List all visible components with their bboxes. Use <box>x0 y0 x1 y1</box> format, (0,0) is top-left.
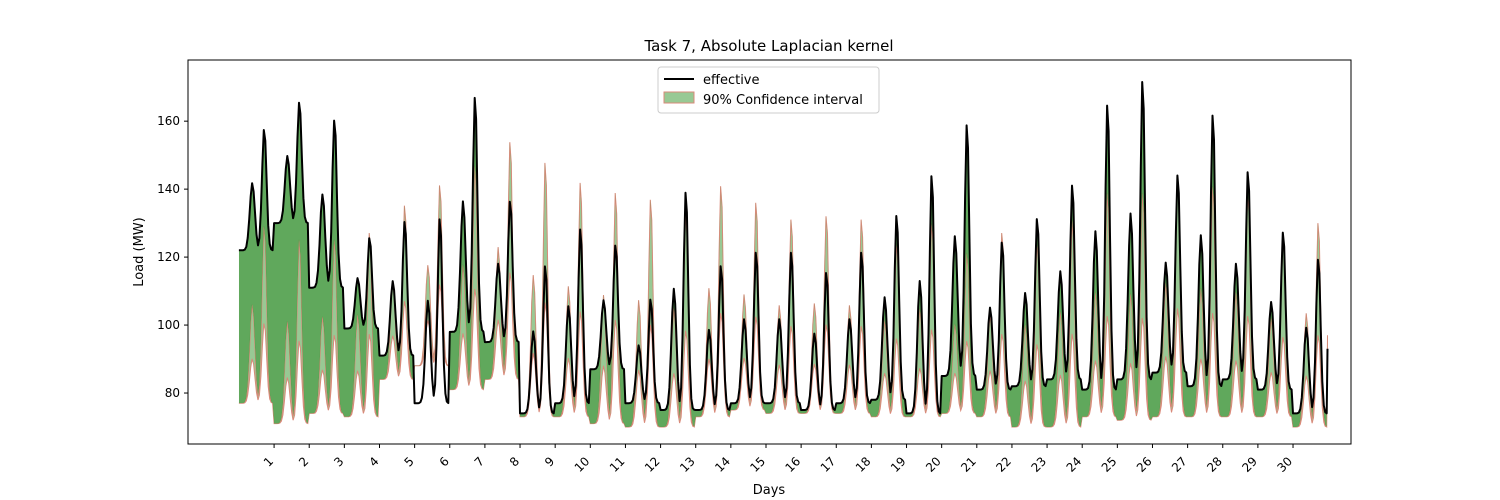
chart-title: Task 7, Absolute Laplacian kernel <box>643 37 893 55</box>
legend: effective 90% Confidence interval <box>657 66 880 114</box>
legend-band-swatch <box>663 91 695 104</box>
y-axis-label: Load (MW) <box>132 217 147 287</box>
legend-box <box>657 66 880 114</box>
y-tick-label: 120 <box>157 250 180 264</box>
y-tick-label: 100 <box>157 318 180 332</box>
y-axis: 80 100 120 140 160 <box>157 114 188 400</box>
y-tick-label: 160 <box>157 114 180 128</box>
legend-label-effective: effective <box>703 73 760 88</box>
plot-area <box>238 81 1329 428</box>
x-axis-label: Days <box>753 483 786 498</box>
effective-load-line <box>238 81 1329 415</box>
y-tick-label: 80 <box>165 386 180 400</box>
plot-frame <box>187 59 1352 445</box>
y-tick-label: 140 <box>157 182 180 196</box>
legend-label-interval: 90% Confidence interval <box>703 93 863 108</box>
